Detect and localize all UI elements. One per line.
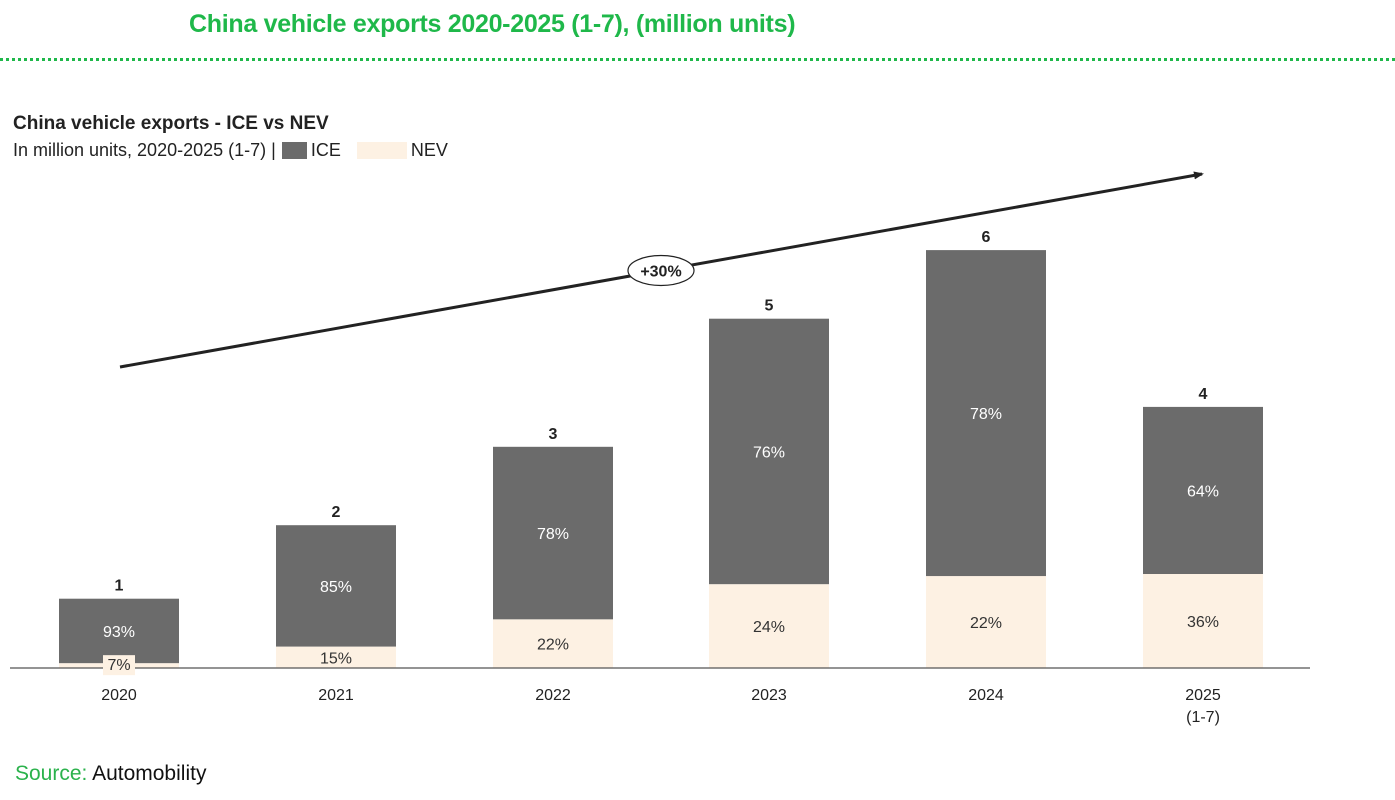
total-label-2: 3 <box>549 426 558 443</box>
bar-nev-1 <box>276 646 396 668</box>
total-label-0: 1 <box>115 578 124 595</box>
dotted-divider <box>0 58 1395 61</box>
bar-ice-5 <box>1143 406 1263 575</box>
nev-share-label-5: 36% <box>1187 614 1219 631</box>
x-tick-label-1: 2021 <box>318 687 354 704</box>
chart-subtitle-legend: In million units, 2020-2025 (1-7) | ICE … <box>13 140 458 161</box>
bar-nev-2 <box>493 619 613 668</box>
bar-ice-4 <box>926 250 1046 577</box>
total-label-5: 4 <box>1199 386 1208 403</box>
bar-nev-4 <box>926 576 1046 668</box>
x-tick-label-0: 2020 <box>101 687 137 704</box>
nev-share-label-4: 22% <box>970 615 1002 632</box>
nev-share-label-2: 22% <box>537 637 569 654</box>
chart-subtitle: In million units, 2020-2025 (1-7) | <box>13 140 276 160</box>
chart-title: China vehicle exports - ICE vs NEV <box>13 113 329 134</box>
legend-swatch-ice <box>281 142 307 159</box>
bar-ice-2 <box>493 446 613 620</box>
total-label-1: 2 <box>332 504 341 521</box>
x-tick-label-4: 2024 <box>968 687 1004 704</box>
ice-share-label-2: 78% <box>537 526 569 543</box>
bar-nev-3 <box>709 584 829 668</box>
bar-nev-5 <box>1143 574 1263 668</box>
page-title: China vehicle exports 2020-2025 (1-7), (… <box>189 10 796 38</box>
x-tick-label-5-line2: (1-7) <box>1186 709 1220 726</box>
source-note: Source: Automobility <box>15 762 206 786</box>
trend-badge <box>627 254 695 287</box>
nev-share-label-3: 24% <box>753 619 785 636</box>
legend-label-nev: NEV <box>410 140 448 160</box>
legend-swatch-nev <box>356 142 407 159</box>
x-tick-label-2: 2022 <box>535 687 571 704</box>
ice-share-label-0: 93% <box>103 624 135 641</box>
total-label-4: 6 <box>982 229 991 246</box>
x-tick-label-5: 2025 <box>1185 687 1221 704</box>
legend-label-ice: ICE <box>310 140 341 160</box>
ice-share-label-3: 76% <box>753 444 785 461</box>
bar-ice-0 <box>59 598 179 664</box>
nev-share-label-1: 15% <box>320 650 352 667</box>
x-tick-label-3: 2023 <box>751 687 787 704</box>
nev-share-label-0: 7% <box>107 657 130 674</box>
total-label-3: 5 <box>765 298 774 315</box>
bar-ice-3 <box>709 318 829 585</box>
ice-share-label-4: 78% <box>970 406 1002 423</box>
source-text: Automobility <box>92 762 207 785</box>
source-prefix: Source: <box>15 762 88 785</box>
ice-share-label-5: 64% <box>1187 483 1219 500</box>
ice-share-label-1: 85% <box>320 579 352 596</box>
bar-ice-1 <box>276 525 396 647</box>
nev-label-bg-0 <box>103 655 135 676</box>
trend-label: +30% <box>640 264 681 281</box>
